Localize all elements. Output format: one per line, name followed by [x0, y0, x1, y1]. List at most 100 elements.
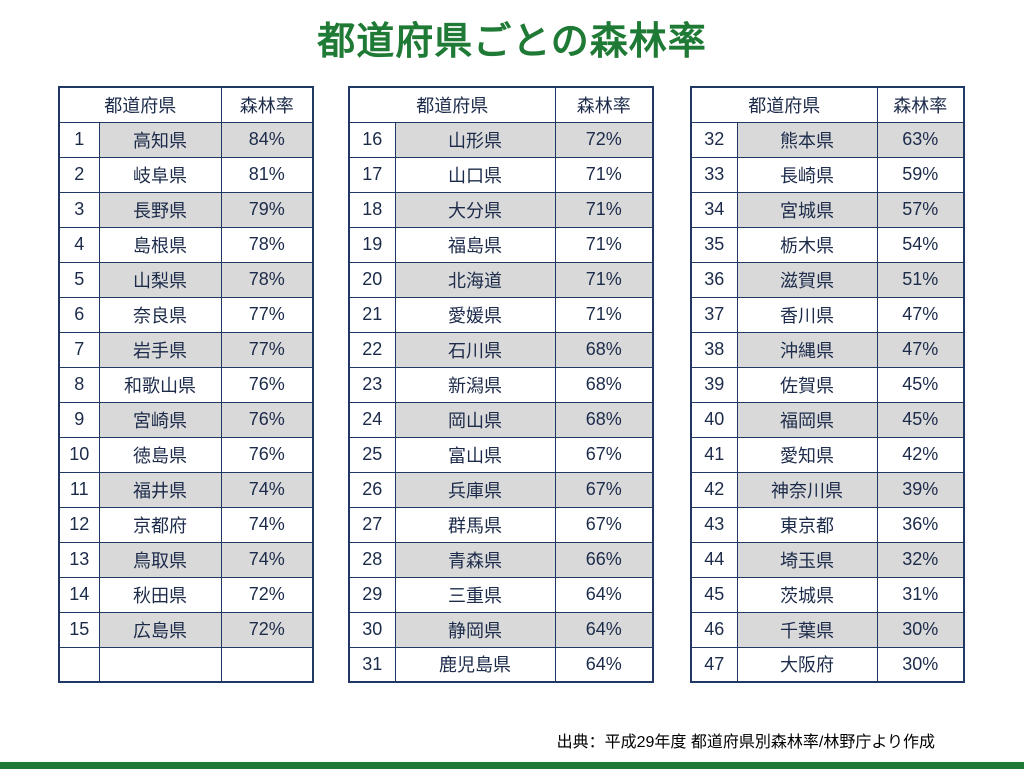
rate-cell: 71%: [554, 261, 654, 298]
prefecture-cell: 宮城県: [736, 191, 878, 228]
column-header-prefecture: 都道府県: [58, 86, 222, 123]
prefecture-cell: 秋田県: [98, 576, 222, 613]
rate-cell: 57%: [876, 191, 965, 228]
prefecture-cell: 岐阜県: [98, 156, 222, 193]
rate-cell: 45%: [876, 401, 965, 438]
prefecture-cell: 青森県: [394, 541, 556, 578]
table-row: 10 徳島県 76%: [58, 436, 314, 473]
table-row: 37 香川県 47%: [690, 296, 965, 333]
rank-cell: 24: [348, 401, 396, 438]
prefecture-cell: 滋賀県: [736, 261, 878, 298]
table-row: 29 三重県 64%: [348, 576, 654, 613]
rank-cell: 3: [58, 191, 100, 228]
table-row: 23 新潟県 68%: [348, 366, 654, 403]
table-row: 17 山口県 71%: [348, 156, 654, 193]
rank-cell: 47: [690, 646, 738, 683]
rank-cell: 11: [58, 471, 100, 508]
rank-cell: 32: [690, 121, 738, 158]
column-header-rate: 森林率: [220, 86, 314, 123]
rank-cell: 37: [690, 296, 738, 333]
table-row: 14 秋田県 72%: [58, 576, 314, 613]
rate-cell: 74%: [220, 506, 314, 543]
prefecture-cell: 山梨県: [98, 261, 222, 298]
table-row: 12 京都府 74%: [58, 506, 314, 543]
rate-cell: 78%: [220, 226, 314, 263]
rate-cell: 71%: [554, 191, 654, 228]
prefecture-cell: 香川県: [736, 296, 878, 333]
rank-cell: 17: [348, 156, 396, 193]
rank-cell: 6: [58, 296, 100, 333]
prefecture-cell: 山形県: [394, 121, 556, 158]
column-header-rate: 森林率: [554, 86, 654, 123]
table-row: 40 福岡県 45%: [690, 401, 965, 438]
rank-cell: 40: [690, 401, 738, 438]
rate-cell: 77%: [220, 296, 314, 333]
rate-cell: 59%: [876, 156, 965, 193]
table-row: 9 宮崎県 76%: [58, 401, 314, 438]
rank-cell: 21: [348, 296, 396, 333]
prefecture-cell: 佐賀県: [736, 366, 878, 403]
rate-cell: 51%: [876, 261, 965, 298]
prefecture-cell: 福島県: [394, 226, 556, 263]
rank-cell: 41: [690, 436, 738, 473]
table-row: 33 長崎県 59%: [690, 156, 965, 193]
rate-cell: 64%: [554, 576, 654, 613]
forest-table-2: 都道府県 森林率 16 山形県 72% 17 山口県 71% 18 大分県 71% 19 福島県 71…: [348, 86, 654, 683]
table-row: 11 福井県 74%: [58, 471, 314, 508]
rate-cell: 72%: [220, 611, 314, 648]
rank-cell: 7: [58, 331, 100, 368]
rank-cell: 1: [58, 121, 100, 158]
rate-cell: 66%: [554, 541, 654, 578]
rank-cell: 12: [58, 506, 100, 543]
table-row: 1 高知県 84%: [58, 121, 314, 158]
prefecture-cell: 徳島県: [98, 436, 222, 473]
rate-cell: 47%: [876, 331, 965, 368]
prefecture-cell: 京都府: [98, 506, 222, 543]
prefecture-cell: 栃木県: [736, 226, 878, 263]
rate-cell: 71%: [554, 226, 654, 263]
source-caption: 出典：平成29年度 都道府県別森林率/林野庁より作成: [556, 734, 935, 751]
table-row: 32 熊本県 63%: [690, 121, 965, 158]
table-header-row: 都道府県 森林率: [690, 86, 965, 123]
table-row: 3 長野県 79%: [58, 191, 314, 228]
prefecture-cell: 愛媛県: [394, 296, 556, 333]
table-row: 4 島根県 78%: [58, 226, 314, 263]
table-row: 35 栃木県 54%: [690, 226, 965, 263]
rate-cell: 76%: [220, 436, 314, 473]
table-row: 13 鳥取県 74%: [58, 541, 314, 578]
rate-cell: 81%: [220, 156, 314, 193]
table-row: 47 大阪府 30%: [690, 646, 965, 683]
rank-cell: 43: [690, 506, 738, 543]
rank-cell: 39: [690, 366, 738, 403]
rate-cell: 79%: [220, 191, 314, 228]
prefecture-cell: 富山県: [394, 436, 556, 473]
rank-cell: 22: [348, 331, 396, 368]
prefecture-cell: 大分県: [394, 191, 556, 228]
rate-cell: 64%: [554, 646, 654, 683]
prefecture-cell: 山口県: [394, 156, 556, 193]
table-row: 27 群馬県 67%: [348, 506, 654, 543]
rate-cell: 71%: [554, 296, 654, 333]
rank-cell: 19: [348, 226, 396, 263]
prefecture-cell: 神奈川県: [736, 471, 878, 508]
rank-cell: 10: [58, 436, 100, 473]
table-row: 46 千葉県 30%: [690, 611, 965, 648]
column-header-prefecture: 都道府県: [690, 86, 878, 123]
prefecture-cell: 島根県: [98, 226, 222, 263]
table-row: 41 愛知県 42%: [690, 436, 965, 473]
table-row: 20 北海道 71%: [348, 261, 654, 298]
table-row: 22 石川県 68%: [348, 331, 654, 368]
rate-cell: 74%: [220, 541, 314, 578]
rank-cell: 14: [58, 576, 100, 613]
table-row: 24 岡山県 68%: [348, 401, 654, 438]
rate-cell: [220, 646, 314, 683]
prefecture-cell: 福井県: [98, 471, 222, 508]
rank-cell: 44: [690, 541, 738, 578]
rank-cell: 34: [690, 191, 738, 228]
table-row: 5 山梨県 78%: [58, 261, 314, 298]
table-row: 34 宮城県 57%: [690, 191, 965, 228]
rate-cell: 31%: [876, 576, 965, 613]
rank-cell: 30: [348, 611, 396, 648]
table-row: 21 愛媛県 71%: [348, 296, 654, 333]
rate-cell: 71%: [554, 156, 654, 193]
